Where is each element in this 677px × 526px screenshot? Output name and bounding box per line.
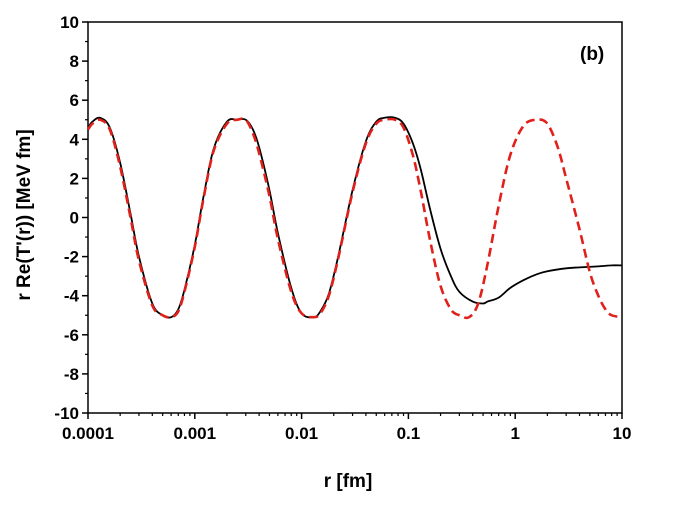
y-tick-label: 0: [70, 209, 79, 228]
y-axis: -10 -8 -6 -4 -2 0 2 4 6 8 10: [54, 13, 88, 423]
x-tick-label: 0.01: [285, 424, 318, 443]
series-layer: [86, 116, 623, 320]
y-tick-label: -8: [64, 365, 79, 384]
x-axis-title: r [fm]: [324, 471, 373, 492]
panel-label: (b): [580, 44, 604, 65]
y-tick-label: -6: [64, 326, 79, 345]
y-tick-label: 8: [70, 52, 79, 71]
y-tick-label: -4: [64, 287, 80, 306]
y-tick-label: -2: [64, 248, 79, 267]
x-tick-label: 1: [510, 424, 519, 443]
y-tick-label: -10: [54, 404, 79, 423]
x-axis: 0.0001 0.001 0.01 0.1 1 10: [62, 413, 631, 443]
series-line-solid: [87, 116, 623, 319]
y-tick-label: 6: [70, 91, 79, 110]
x-tick-label: 10: [613, 424, 632, 443]
y-axis-title: r Re(T'(r)) [MeV fm]: [14, 129, 35, 300]
y-tick-label: 10: [60, 13, 79, 32]
y-tick-label: 4: [70, 130, 80, 149]
series-line-dashed: [86, 117, 623, 320]
x-tick-label: 0.001: [174, 424, 217, 443]
y-tick-label: 2: [70, 169, 79, 188]
plot-frame: [87, 21, 623, 414]
x-tick-label: 0.1: [397, 424, 421, 443]
plot-border: [87, 21, 623, 414]
x-tick-label: 0.0001: [62, 424, 114, 443]
